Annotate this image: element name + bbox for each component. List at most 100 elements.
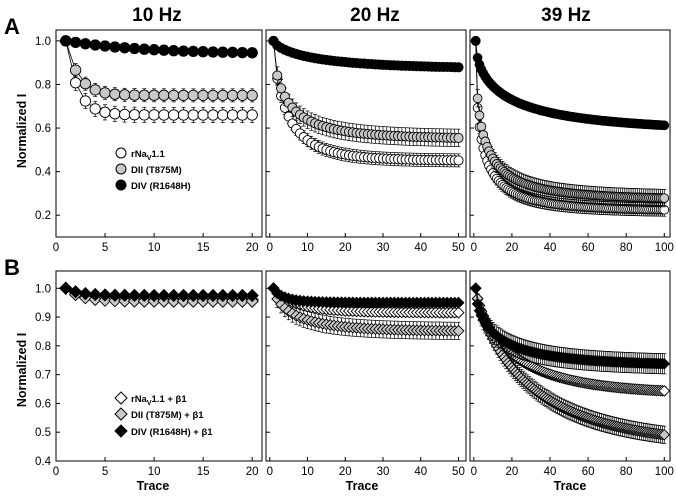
legend-b: rNaV1.1 + β1 DII (T875M) + β1 DIV (R1648…: [114, 391, 213, 438]
x-tick-label: 15: [197, 466, 210, 478]
data-point: [88, 287, 102, 302]
series-2: [470, 36, 670, 208]
data-point: [128, 89, 141, 101]
data-point: [177, 45, 190, 57]
data-point: [658, 428, 671, 441]
data-point: [128, 109, 141, 121]
data-point: [452, 296, 465, 309]
data-point: [453, 62, 464, 73]
data-point: [148, 109, 160, 121]
data-point: [197, 89, 209, 102]
data-point: [99, 106, 111, 118]
legend-a-label-1: rNaV1.1: [131, 149, 165, 162]
y-tick-label: 0.9: [35, 312, 51, 324]
data-point: [235, 288, 250, 303]
series-2: [60, 35, 258, 103]
chart-3: 0 20 40 60 80 100: [469, 29, 674, 254]
y-tick-label: 0.8: [35, 341, 51, 353]
legend-a-label-1-main: rNa: [131, 149, 148, 160]
data-point: [177, 109, 190, 121]
x-tick-label: 5: [102, 466, 108, 478]
x-tick-label: 80: [620, 466, 633, 478]
data-point: [68, 285, 83, 299]
x-tick-label: 100: [655, 242, 674, 254]
data-point: [99, 40, 111, 52]
y-axis-label-b: Normalized I: [15, 333, 29, 407]
data-point: [148, 89, 160, 101]
data-point: [158, 89, 170, 101]
title-20hz: 20 Hz: [350, 5, 400, 26]
x-tick-label: 15: [197, 242, 210, 254]
panel-label-a: A: [4, 14, 20, 39]
data-point: [99, 87, 111, 99]
x-tick-label: 40: [544, 466, 557, 478]
data-point: [217, 89, 229, 102]
series-3: [268, 35, 464, 73]
data-point: [69, 64, 82, 76]
data-point: [148, 44, 160, 56]
series-3: [60, 35, 258, 59]
data-point: [118, 288, 132, 302]
data-point: [157, 288, 171, 303]
x-tick-label: 40: [544, 242, 557, 254]
data-point: [196, 288, 210, 303]
y-tick-label: 0.5: [35, 427, 51, 439]
data-point: [472, 93, 483, 104]
data-point: [236, 89, 249, 102]
x-tick-label: 5: [102, 242, 108, 254]
x-tick-label: 60: [582, 466, 595, 478]
y-tick-label: 0.7: [35, 370, 51, 382]
data-point: [469, 282, 482, 295]
data-point: [658, 357, 671, 370]
data-point: [272, 70, 283, 81]
x-tick-label: 50: [452, 242, 465, 254]
data-point: [207, 89, 219, 102]
data-point: [69, 36, 82, 49]
data-point: [452, 324, 465, 337]
data-point: [79, 38, 92, 50]
data-point: [187, 89, 199, 102]
data-point: [119, 42, 131, 54]
data-point: [60, 35, 72, 47]
data-point: [197, 109, 209, 121]
data-point: [158, 44, 170, 56]
data-point: [207, 109, 219, 121]
series-2: [267, 282, 465, 340]
chart-1-frame: [55, 29, 263, 238]
x-tick-label: 100: [655, 466, 674, 478]
data-point: [59, 281, 73, 295]
chart-6-frame: [469, 270, 671, 462]
x-tick-label: 20: [506, 242, 519, 254]
data-point: [246, 89, 258, 102]
x-tick-label: 30: [377, 466, 390, 478]
data-point: [89, 84, 101, 96]
data-point: [452, 306, 465, 319]
x-tick-label: 20: [339, 242, 352, 254]
x-tick-label: 50: [452, 466, 465, 478]
data-point: [158, 109, 170, 121]
data-point: [187, 45, 199, 58]
chart-5: 0 10 20 30 40 50: [265, 270, 467, 478]
series-2: [268, 35, 464, 147]
data-point: [246, 47, 258, 59]
legend-a-marker-2: [115, 163, 127, 175]
series-3: [59, 281, 259, 303]
x-tick-label: 20: [339, 466, 352, 478]
legend-a-marker-3: [115, 179, 127, 191]
x-tick-label: 20: [246, 242, 259, 254]
panel-label-b: B: [4, 255, 20, 280]
legend-b-label-2: DII (T875M) + β1: [131, 410, 204, 421]
legend-a: rNaV1.1 DII (T875M) DIV (R1648H): [115, 147, 191, 192]
x-tick-label: 20: [506, 466, 519, 478]
data-point: [186, 288, 200, 303]
data-point: [78, 286, 93, 301]
data-point: [217, 46, 229, 58]
data-point: [226, 46, 239, 59]
data-point: [226, 109, 239, 121]
data-point: [197, 46, 209, 58]
legend-a-label-1-sub: V: [147, 155, 152, 162]
x-axis-label-3: Trace: [554, 479, 587, 493]
legend-a-marker-1: [115, 147, 127, 159]
chart-5-frame: [265, 270, 467, 462]
data-point: [658, 385, 671, 397]
